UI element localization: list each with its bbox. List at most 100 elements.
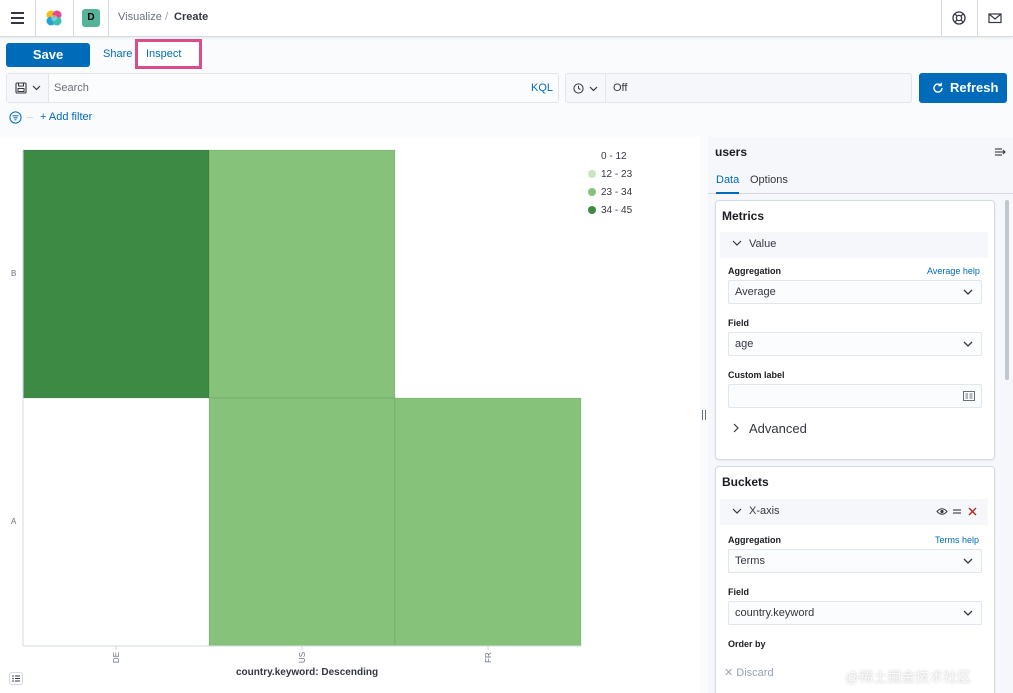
save-query-icon	[15, 82, 27, 94]
legend-label: 23 - 34	[601, 186, 633, 198]
drag-handle-icon[interactable]	[952, 507, 962, 516]
metric-aggregation-value: Average	[735, 286, 776, 298]
quick-select-button[interactable]	[566, 74, 606, 102]
aggregation-label: Aggregation	[728, 535, 781, 545]
y-tick-label: B	[11, 269, 17, 278]
saved-query-button[interactable]	[7, 74, 49, 102]
bucket-aggregation-select[interactable]: Terms	[728, 549, 982, 573]
chevron-down-icon[interactable]	[732, 508, 742, 515]
sidebar-tabs: Data Options	[708, 172, 1013, 194]
mail-icon[interactable]	[987, 10, 1003, 26]
x-tick-label: US	[298, 651, 308, 664]
help-icon[interactable]	[951, 10, 967, 26]
custom-label-input[interactable]	[728, 384, 982, 408]
metric-aggregation-select[interactable]: Average	[728, 280, 982, 304]
chevron-down-icon	[32, 85, 41, 91]
top-header: D Visualize / Create	[0, 0, 1013, 37]
legend-item[interactable]: 34 - 45	[588, 201, 632, 219]
filter-menu-icon[interactable]	[9, 111, 22, 124]
eye-icon[interactable]	[936, 507, 948, 516]
chevron-down-icon	[963, 610, 973, 616]
x-tick-label: FR	[483, 652, 493, 663]
chevron-down-icon	[963, 558, 973, 564]
legend-dot	[588, 170, 596, 178]
metric-value-label[interactable]: Value	[749, 238, 777, 250]
kql-toggle[interactable]: KQL	[531, 82, 554, 94]
breadcrumb-create: Create	[174, 11, 209, 23]
heatmap-cell-de-b[interactable]	[22, 149, 210, 399]
metric-field-select[interactable]: age	[728, 332, 982, 356]
chart-legend: 0 - 12 12 - 23 23 - 34 34 - 45	[588, 147, 632, 219]
collapse-sidebar-icon[interactable]	[994, 146, 1006, 158]
order-by-label: Order by	[728, 639, 766, 649]
metrics-title: Metrics	[722, 209, 765, 223]
refresh-button[interactable]: Refresh	[919, 73, 1007, 103]
legend-item[interactable]: 0 - 12	[588, 147, 632, 165]
header-divider	[35, 0, 36, 37]
custom-label-label: Custom label	[728, 370, 785, 380]
bucket-xaxis-label[interactable]: X-axis	[749, 505, 780, 517]
search-input[interactable]	[53, 74, 513, 102]
chevron-right-icon[interactable]	[733, 423, 740, 433]
discard-label: Discard	[736, 667, 774, 679]
list-icon[interactable]	[9, 672, 23, 685]
legend-label: 12 - 23	[601, 168, 633, 180]
chevron-down-icon	[963, 341, 973, 347]
add-filter-button[interactable]: + Add filter	[40, 111, 93, 123]
chevron-down-icon	[963, 289, 973, 295]
x-axis-title: country.keyword: Descending	[236, 667, 379, 678]
watermark: @稀土掘金技术社区	[845, 669, 972, 685]
legend-label: 0 - 12	[601, 150, 627, 162]
aggregation-label: Aggregation	[728, 266, 781, 276]
field-label: Field	[728, 318, 750, 328]
metric-value-header[interactable]	[720, 232, 988, 258]
remove-icon[interactable]	[968, 507, 977, 516]
heatmap-cell-fr-a[interactable]	[394, 397, 582, 647]
query-bar: KQL	[6, 73, 559, 103]
average-help-link[interactable]: Average help	[927, 266, 980, 276]
share-link[interactable]: Share	[103, 48, 133, 60]
bucket-field-select[interactable]: country.keyword	[728, 601, 982, 625]
legend-item[interactable]: 23 - 34	[588, 183, 632, 201]
heatmap-cell-us-a[interactable]	[208, 397, 396, 647]
inspect-link[interactable]: Inspect	[146, 48, 182, 60]
breadcrumb-visualize[interactable]: Visualize	[118, 11, 162, 23]
chevron-down-icon[interactable]	[732, 240, 742, 247]
clock-icon	[573, 83, 584, 94]
tab-options[interactable]: Options	[750, 174, 788, 186]
legend-item[interactable]: 12 - 23	[588, 165, 632, 183]
advanced-toggle[interactable]: Advanced	[749, 421, 807, 436]
bucket-field-value: country.keyword	[735, 607, 815, 619]
refresh-icon	[933, 82, 943, 93]
index-pattern-title: users	[715, 145, 748, 159]
discard-button[interactable]: ✕ Discard	[724, 667, 774, 679]
tab-data[interactable]: Data	[716, 174, 740, 194]
refresh-label: Refresh	[950, 80, 999, 95]
elastic-logo-icon[interactable]	[45, 9, 63, 27]
y-tick-label: A	[11, 517, 17, 526]
legend-dot	[588, 206, 596, 214]
time-picker: Off	[565, 73, 912, 103]
header-divider	[108, 0, 109, 37]
header-divider	[941, 0, 942, 37]
legend-label: 34 - 45	[601, 204, 633, 216]
chevron-down-icon	[589, 86, 598, 92]
metric-field-value: age	[735, 338, 754, 350]
filter-divider	[27, 117, 33, 118]
bucket-aggregation-value: Terms	[735, 555, 765, 567]
buckets-title: Buckets	[722, 475, 769, 489]
save-button[interactable]: Save	[6, 43, 90, 67]
refresh-interval-value[interactable]: Off	[613, 82, 628, 94]
legend-dot	[588, 188, 596, 196]
terms-help-link[interactable]: Terms help	[935, 535, 980, 545]
space-avatar[interactable]: D	[82, 9, 100, 27]
header-divider	[73, 0, 74, 37]
sidebar-scrollbar[interactable]	[1005, 200, 1009, 380]
menu-icon[interactable]	[11, 12, 24, 24]
inspect-highlight	[135, 39, 202, 69]
heatmap-cell-us-b[interactable]	[208, 149, 396, 399]
header-divider	[977, 0, 978, 37]
breadcrumb-separator: /	[165, 11, 169, 23]
x-tick-label: DE	[112, 651, 122, 664]
panel-resize-handle[interactable]	[702, 409, 708, 420]
